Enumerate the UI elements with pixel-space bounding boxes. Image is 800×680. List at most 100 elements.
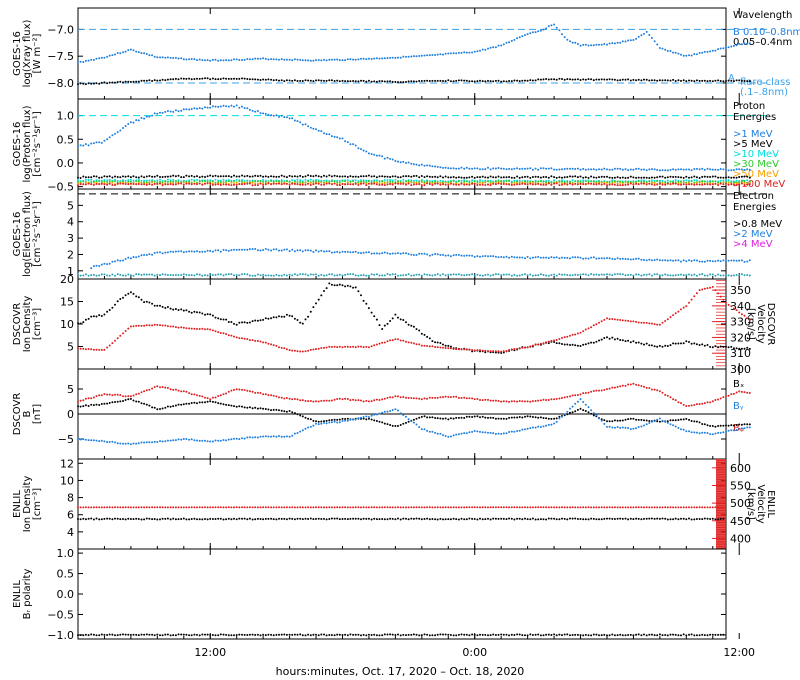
- data-point: [333, 420, 336, 423]
- data-point: [172, 439, 175, 442]
- data-point: [103, 313, 106, 316]
- data-point: [569, 395, 571, 398]
- y-tick-label: 6: [67, 509, 74, 522]
- y-axis-label-line: [nT]: [32, 404, 43, 424]
- data-point: [180, 274, 183, 276]
- data-point: [354, 175, 357, 178]
- data-point: [672, 424, 675, 427]
- data-point: [563, 506, 566, 509]
- data-point: [293, 175, 296, 178]
- data-point: [391, 273, 394, 276]
- data-point: [333, 58, 336, 61]
- data-point: [129, 178, 132, 181]
- data-point: [442, 53, 444, 56]
- data-point: [108, 136, 111, 139]
- data-point: [254, 391, 257, 394]
- data-point: [494, 255, 497, 258]
- data-point: [259, 182, 262, 185]
- y-axis-label-line: DSCOVR: [12, 303, 23, 346]
- data-point: [222, 183, 225, 186]
- data-point: [98, 176, 101, 179]
- data-point: [90, 439, 93, 442]
- data-point: [177, 633, 180, 636]
- data-point: [407, 180, 410, 183]
- data-point: [399, 424, 402, 426]
- data-point: [637, 384, 640, 387]
- data-point: [246, 174, 249, 177]
- data-point: [613, 176, 616, 179]
- right-axis-label-line: ENLIL: [765, 490, 776, 518]
- data-point: [524, 506, 526, 509]
- data-point: [328, 273, 331, 276]
- data-point: [518, 183, 521, 186]
- data-point: [709, 506, 712, 509]
- data-point: [301, 429, 304, 432]
- data-point: [569, 407, 571, 410]
- data-point: [603, 422, 606, 425]
- data-point: [563, 517, 566, 520]
- data-point: [621, 339, 624, 342]
- data-point: [256, 180, 259, 183]
- data-point: [637, 35, 640, 38]
- data-point: [211, 314, 214, 317]
- data-point: [100, 439, 103, 442]
- legend-item: >5 MeV: [733, 139, 773, 150]
- data-point: [587, 406, 590, 409]
- y-tick-label: 1.0: [57, 110, 75, 123]
- data-point: [243, 183, 246, 185]
- data-point: [317, 517, 320, 520]
- data-point: [132, 256, 135, 258]
- data-point: [426, 429, 429, 432]
- data-point: [209, 181, 212, 183]
- data-point: [494, 399, 497, 402]
- data-point: [550, 517, 553, 520]
- data-point: [84, 318, 87, 321]
- data-point: [174, 308, 177, 310]
- right-axis-label: ENLILVelocity[km/s]: [745, 484, 776, 523]
- data-point: [357, 181, 360, 184]
- data-point: [330, 180, 333, 183]
- data-point: [521, 167, 524, 170]
- data-point: [317, 506, 320, 509]
- data-point: [304, 249, 307, 252]
- data-point: [516, 347, 519, 350]
- data-point: [225, 403, 228, 406]
- data-point: [497, 79, 500, 82]
- data-point: [230, 404, 233, 407]
- data-point: [574, 402, 577, 405]
- data-point: [592, 176, 595, 179]
- data-point: [590, 44, 593, 47]
- data-point: [230, 104, 233, 107]
- data-point: [643, 32, 645, 35]
- data-point: [402, 396, 405, 398]
- data-point: [624, 40, 627, 43]
- data-point: [643, 419, 645, 422]
- data-point: [103, 506, 106, 509]
- data-point: [304, 399, 307, 402]
- data-point: [598, 389, 600, 392]
- data-point: [449, 345, 452, 348]
- data-point: [193, 180, 196, 182]
- data-point: [325, 346, 328, 349]
- data-point: [725, 168, 727, 171]
- data-point: [619, 385, 622, 388]
- data-point: [571, 167, 574, 170]
- data-point: [402, 55, 405, 58]
- data-point: [182, 181, 185, 184]
- data-point: [661, 274, 664, 277]
- data-point: [312, 175, 315, 178]
- data-point: [100, 56, 103, 59]
- data-point: [293, 119, 296, 122]
- data-point: [111, 273, 114, 276]
- data-point: [471, 349, 474, 351]
- data-point: [584, 257, 587, 260]
- data-point: [238, 388, 241, 391]
- data-point: [309, 59, 312, 62]
- data-point: [328, 174, 331, 177]
- data-point: [481, 175, 484, 178]
- data-point: [637, 341, 640, 344]
- data-point: [725, 182, 727, 185]
- data-point: [460, 166, 463, 169]
- data-point: [653, 345, 656, 348]
- data-point: [442, 80, 444, 82]
